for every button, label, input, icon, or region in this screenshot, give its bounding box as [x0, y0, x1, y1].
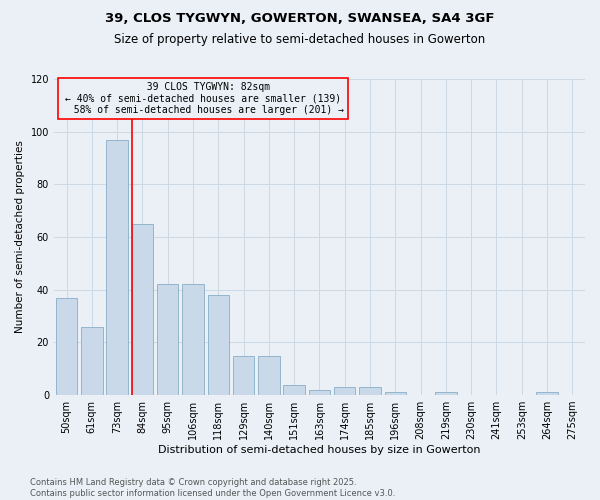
Bar — [435, 392, 457, 395]
Bar — [56, 298, 77, 395]
Text: Contains HM Land Registry data © Crown copyright and database right 2025.
Contai: Contains HM Land Registry data © Crown c… — [30, 478, 395, 498]
Text: Size of property relative to semi-detached houses in Gowerton: Size of property relative to semi-detach… — [115, 32, 485, 46]
Bar — [334, 387, 355, 395]
Bar — [208, 295, 229, 395]
Bar — [182, 284, 204, 395]
Bar — [536, 392, 558, 395]
Bar — [359, 387, 381, 395]
Bar — [81, 326, 103, 395]
Bar — [309, 390, 330, 395]
Bar — [233, 356, 254, 395]
Bar — [283, 384, 305, 395]
Bar — [385, 392, 406, 395]
Text: 39 CLOS TYGWYN: 82sqm
← 40% of semi-detached houses are smaller (139)
  58% of s: 39 CLOS TYGWYN: 82sqm ← 40% of semi-deta… — [62, 82, 344, 116]
Bar — [157, 284, 178, 395]
Bar — [131, 224, 153, 395]
Y-axis label: Number of semi-detached properties: Number of semi-detached properties — [15, 140, 25, 334]
X-axis label: Distribution of semi-detached houses by size in Gowerton: Distribution of semi-detached houses by … — [158, 445, 481, 455]
Text: 39, CLOS TYGWYN, GOWERTON, SWANSEA, SA4 3GF: 39, CLOS TYGWYN, GOWERTON, SWANSEA, SA4 … — [105, 12, 495, 26]
Bar — [258, 356, 280, 395]
Bar — [106, 140, 128, 395]
